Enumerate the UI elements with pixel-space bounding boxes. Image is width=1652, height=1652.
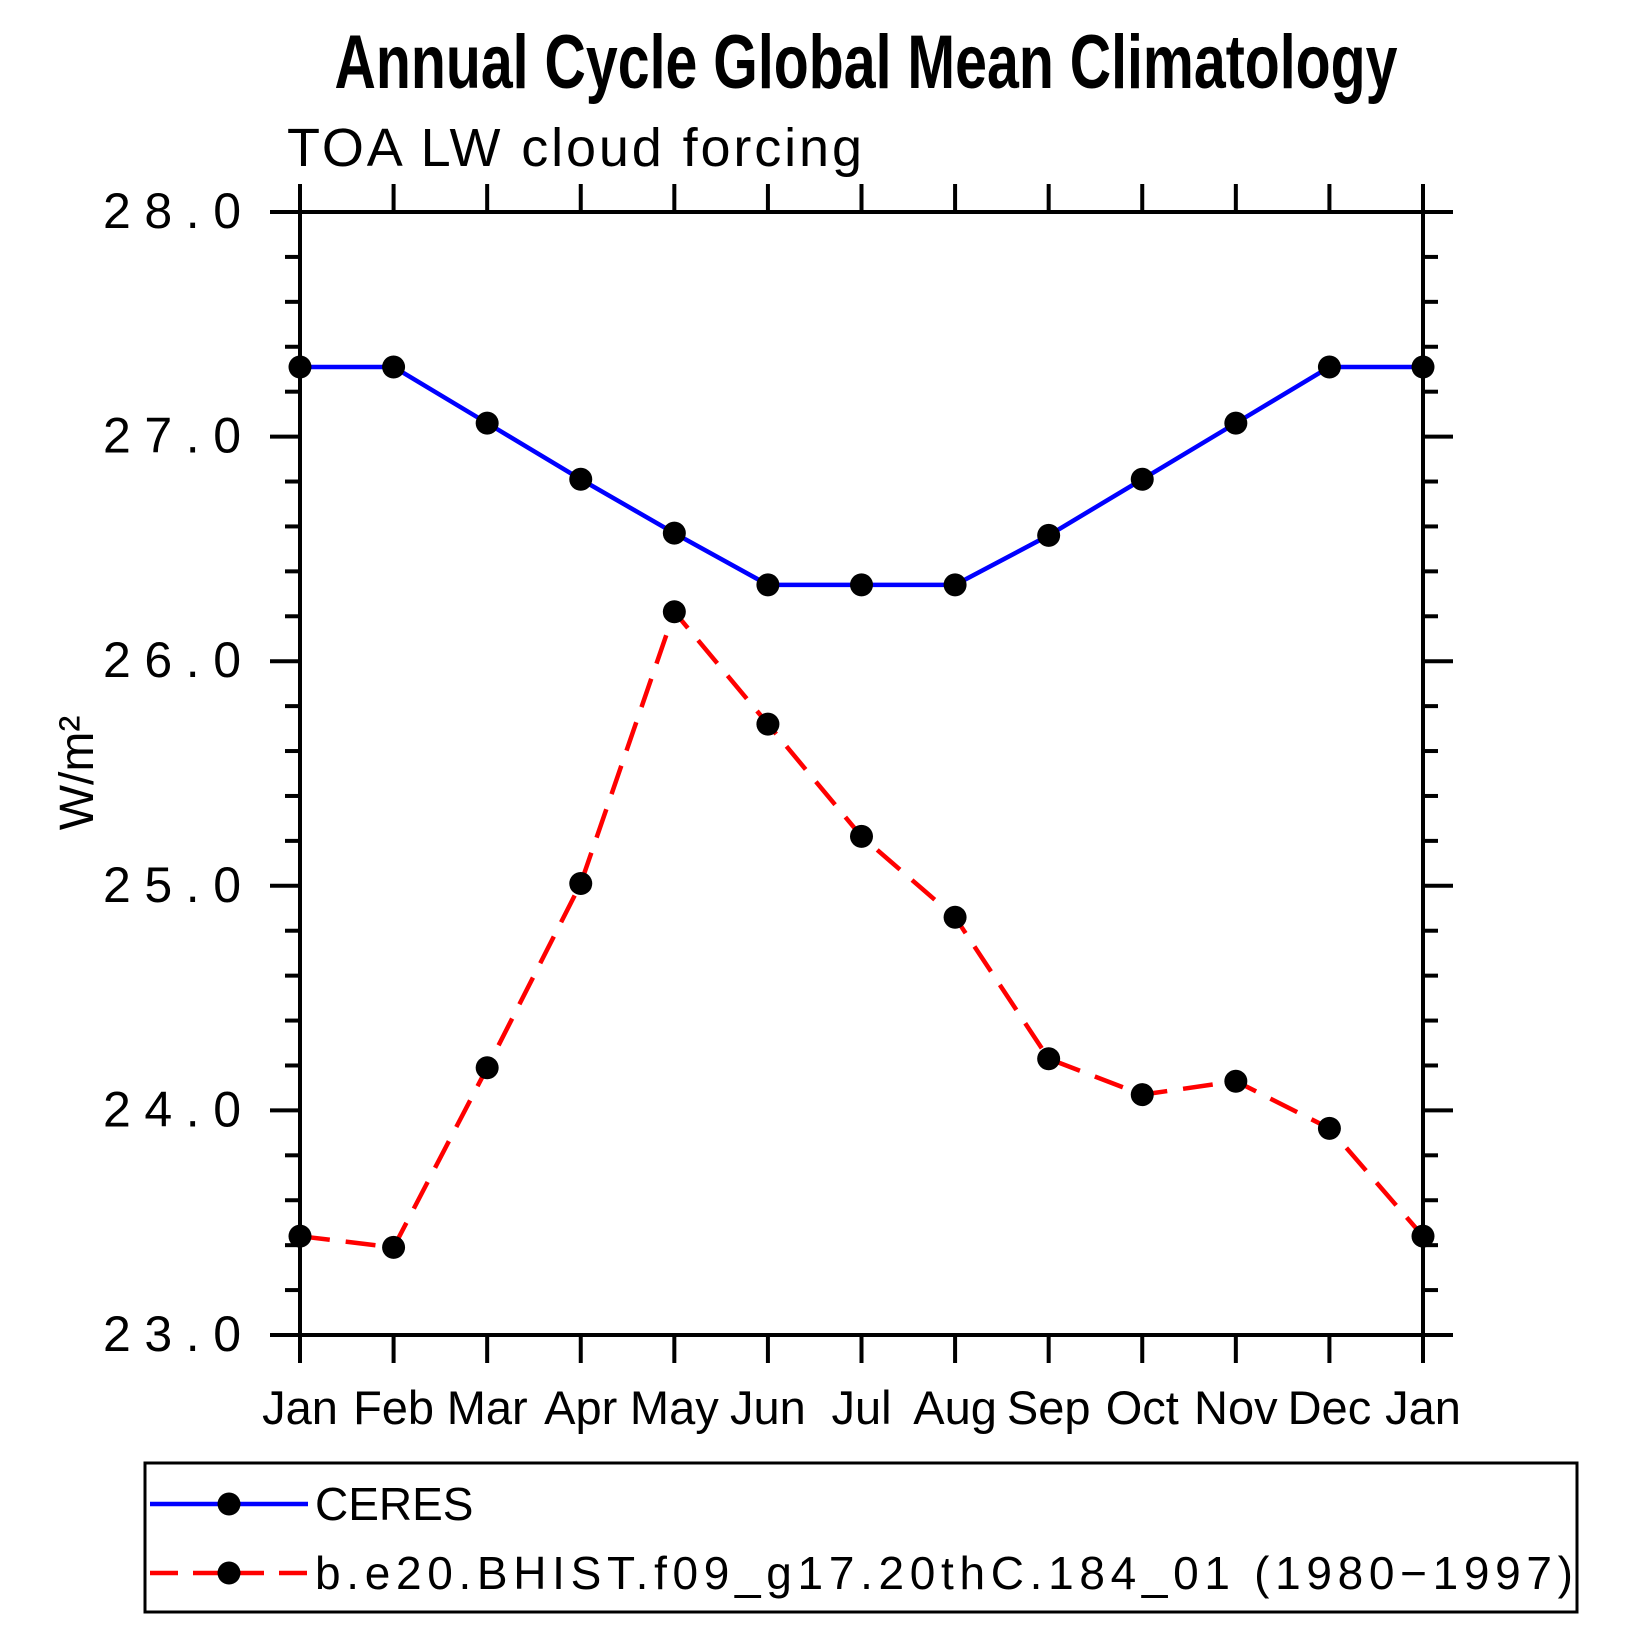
data-point-1 — [1317, 1116, 1341, 1140]
x-tick-label: Jun — [730, 1381, 806, 1434]
y-tick-label: 25.0 — [103, 857, 241, 913]
data-point-1 — [288, 1224, 312, 1248]
series-line-1 — [299, 607, 1425, 1250]
y-tick-label: 28.0 — [103, 183, 241, 239]
data-point-1 — [850, 824, 873, 848]
data-point-0 — [382, 355, 406, 379]
data-point-0 — [475, 411, 499, 435]
legend-marker-icon — [217, 1561, 241, 1585]
data-point-1 — [1130, 1083, 1154, 1107]
data-point-1 — [569, 872, 593, 896]
chart-title: Annual Cycle Global Mean Climatology — [335, 20, 1398, 105]
data-point-1 — [756, 712, 780, 736]
x-tick-label: Aug — [913, 1381, 997, 1434]
y-tick-label: 24.0 — [103, 1081, 241, 1137]
data-point-0 — [569, 467, 593, 491]
data-point-0 — [850, 573, 873, 597]
y-axis-label: W/m² — [51, 716, 104, 831]
data-point-1 — [382, 1235, 406, 1259]
data-point-0 — [1411, 355, 1435, 379]
data-point-0 — [1224, 411, 1248, 435]
y-tick-label: 27.0 — [103, 408, 241, 464]
y-tick-label: 23.0 — [103, 1306, 241, 1362]
legend-box — [143, 1461, 1579, 1614]
x-tick-label: Apr — [544, 1381, 617, 1434]
data-point-0 — [943, 573, 967, 597]
legend-rows: CERES b.e20.BHIST.f09_g17.20thC.184_01 (1… — [150, 1478, 1573, 1599]
data-point-1 — [1411, 1224, 1435, 1248]
data-point-1 — [1037, 1047, 1061, 1071]
x-tick-label: Mar — [447, 1381, 528, 1434]
data-point-0 — [756, 573, 780, 597]
data-point-0 — [288, 355, 312, 379]
data-point-1 — [475, 1056, 499, 1080]
x-tick-label: May — [630, 1381, 719, 1434]
data-point-0 — [662, 521, 686, 545]
x-tick-label: Feb — [353, 1381, 434, 1434]
data-point-0 — [1130, 467, 1154, 491]
data-point-1 — [662, 600, 686, 624]
y-tick-label: 26.0 — [103, 632, 241, 688]
x-tick-label: Sep — [1007, 1381, 1091, 1434]
data-point-0 — [1037, 523, 1061, 547]
legend-marker-icon — [217, 1492, 241, 1516]
x-tick-label: Jan — [262, 1381, 338, 1434]
chart-subtitle: TOA LW cloud forcing — [287, 118, 862, 178]
x-tick-label: Nov — [1194, 1381, 1278, 1434]
x-tick-label: Dec — [1288, 1381, 1372, 1434]
x-tick-label: Jan — [1385, 1381, 1461, 1434]
series-line-0 — [300, 364, 1423, 588]
data-point-1 — [943, 905, 967, 929]
legend-label: CERES — [315, 1478, 473, 1530]
legend: CERES b.e20.BHIST.f09_g17.20thC.184_01 (1… — [143, 1461, 1579, 1614]
data-point-0 — [1317, 355, 1341, 379]
x-tick-label: Oct — [1106, 1381, 1179, 1434]
data-point-1 — [1224, 1069, 1248, 1093]
x-tick-label: Jul — [831, 1381, 891, 1434]
legend-label: b.e20.BHIST.f09_g17.20thC.184_01 (1980−1… — [315, 1547, 1573, 1599]
plot-box — [298, 210, 1425, 1337]
